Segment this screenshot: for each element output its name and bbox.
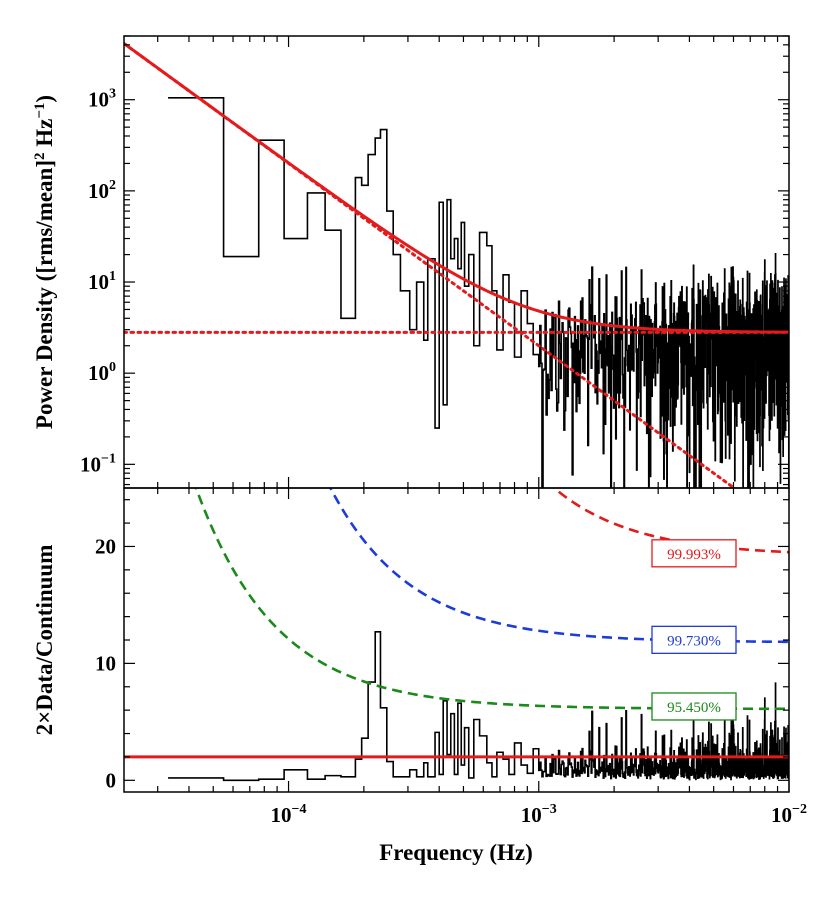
ratio-line <box>168 631 789 782</box>
significance-curve <box>194 488 789 711</box>
bottom-y-tick-label: 0 <box>106 768 117 792</box>
top-marks <box>124 42 789 488</box>
significance-label: 95.450% <box>667 700 721 716</box>
significance-label-box <box>651 539 737 568</box>
x-tick-label: 10−4 <box>271 802 307 827</box>
bottom-marks: 99.993% 99.730% 95.450% <box>124 488 789 782</box>
top-y-tick-label: 100 <box>88 360 116 385</box>
bottom-frame <box>123 487 790 793</box>
periodogram-line <box>168 96 789 488</box>
significance-curve <box>328 488 789 644</box>
top-y-tick-label: 101 <box>88 269 116 294</box>
top-y-axis-title: Power Density ([rms/mean]2 Hz−1) <box>32 95 57 429</box>
top-plot-area <box>124 36 789 488</box>
x-tick-label: 10−3 <box>521 802 557 827</box>
top-y-tick-label: 103 <box>88 87 116 112</box>
bottom-y-tick-label: 20 <box>95 534 116 558</box>
bottom-ticks: 0 10 20 10−4 10−3 10−2 <box>95 488 807 827</box>
significance-label-box <box>651 625 737 654</box>
top-y-tick-label: 10−1 <box>80 451 116 476</box>
significance-label-box <box>651 692 737 721</box>
significance-label: 99.730% <box>667 633 721 649</box>
top-y-tick-label: 102 <box>88 178 116 203</box>
top-ticks: 103 102 101 100 10−1 <box>80 35 790 488</box>
significance-label: 99.993% <box>667 547 721 563</box>
powerlaw-component-line <box>124 42 737 488</box>
x-axis-title: Frequency (Hz) <box>379 840 533 865</box>
significance-curve <box>552 488 789 554</box>
x-tick-label: 10−2 <box>771 802 807 827</box>
total-model-line <box>124 42 789 334</box>
bottom-y-axis-title: 2×Data/Continuum <box>32 545 57 736</box>
bottom-y-tick-label: 10 <box>95 651 116 675</box>
top-panel: 103 102 101 100 10−1 Power Density ([rms/mea… <box>32 35 790 489</box>
